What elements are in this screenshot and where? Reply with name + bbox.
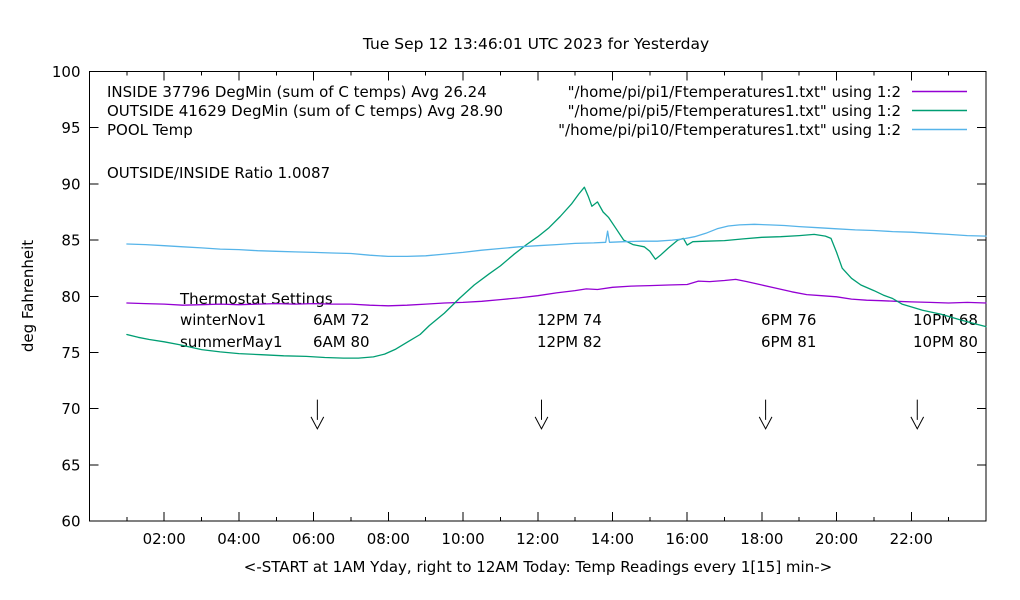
y-tick-label: 90 <box>61 175 80 193</box>
plot-frame: 60 65 70 75 80 85 90 95 100 02:00 04:00 06:00 08:00 1… <box>52 63 987 548</box>
legend-source-inside: "/home/pi/pi1/Ftemperatures1.txt" using … <box>568 83 901 101</box>
thermostat-winter-6am: 6AM 72 <box>313 311 370 329</box>
series-line-outside <box>126 186 987 359</box>
x-tick-label: 16:00 <box>666 530 709 548</box>
x-tick-label: 10:00 <box>441 530 484 548</box>
x-tick-label: 14:00 <box>591 530 634 548</box>
y-tick-label: 95 <box>61 119 80 137</box>
legend-label-outside: OUTSIDE 41629 DegMin (sum of C temps) Av… <box>107 102 503 120</box>
down-arrow-head-icon <box>310 416 325 430</box>
series-line-inside <box>126 278 987 307</box>
y-tick-label: 80 <box>61 288 80 306</box>
x-tick-label: 02:00 <box>143 530 186 548</box>
legend-line-samples <box>912 90 967 131</box>
x-tick-label: 04:00 <box>217 530 260 548</box>
y-tick-label: 100 <box>52 63 81 81</box>
x-tick-label: 22:00 <box>890 530 933 548</box>
thermostat-summer-6pm: 6PM 81 <box>761 333 816 351</box>
x-axis-label: <-START at 1AM Yday, right to 12AM Today… <box>244 558 832 576</box>
x-tick-label: 08:00 <box>367 530 410 548</box>
legend-label-inside: INSIDE 37796 DegMin (sum of C temps) Avg… <box>107 83 487 101</box>
y-tick-label: 60 <box>61 513 80 531</box>
x-tick-label: 20:00 <box>815 530 858 548</box>
x-tick-label: 18:00 <box>740 530 783 548</box>
legend-source-pool: "/home/pi/pi10/Ftemperatures1.txt" using… <box>558 121 901 139</box>
y-tick-label: 75 <box>61 344 80 362</box>
thermostat-summer-10pm: 10PM 80 <box>913 333 978 351</box>
thermostat-summer-12pm: 12PM 82 <box>537 333 602 351</box>
thermostat-summer-6am: 6AM 80 <box>313 333 370 351</box>
x-tick-label: 06:00 <box>292 530 335 548</box>
legend-source-outside: "/home/pi/pi5/Ftemperatures1.txt" using … <box>568 102 901 120</box>
temperature-series <box>126 186 987 359</box>
down-arrow-head-icon <box>534 416 549 430</box>
y-tick-label: 65 <box>61 456 80 474</box>
legend-label-pool: POOL Temp <box>107 121 193 139</box>
down-arrow-head-icon <box>910 416 925 430</box>
thermostat-winter-6pm: 6PM 76 <box>761 311 816 329</box>
thermostat-summer-name: summerMay1 <box>180 333 283 351</box>
series-line-pool <box>126 223 987 258</box>
ratio-note: OUTSIDE/INSIDE Ratio 1.0087 <box>107 164 330 182</box>
thermostat-winter-12pm: 12PM 74 <box>537 311 602 329</box>
thermostat-time-arrows <box>310 399 925 430</box>
chart-title: Tue Sep 12 13:46:01 UTC 2023 for Yesterd… <box>362 35 709 53</box>
y-tick-label: 70 <box>61 400 80 418</box>
thermostat-winter-10pm: 10PM 68 <box>913 311 978 329</box>
y-axis-label: deg Fahrenheit <box>19 240 37 352</box>
y-tick-label: 85 <box>61 232 80 250</box>
thermostat-winter-name: winterNov1 <box>180 311 266 329</box>
down-arrow-head-icon <box>758 416 773 430</box>
x-tick-label: 12:00 <box>516 530 559 548</box>
